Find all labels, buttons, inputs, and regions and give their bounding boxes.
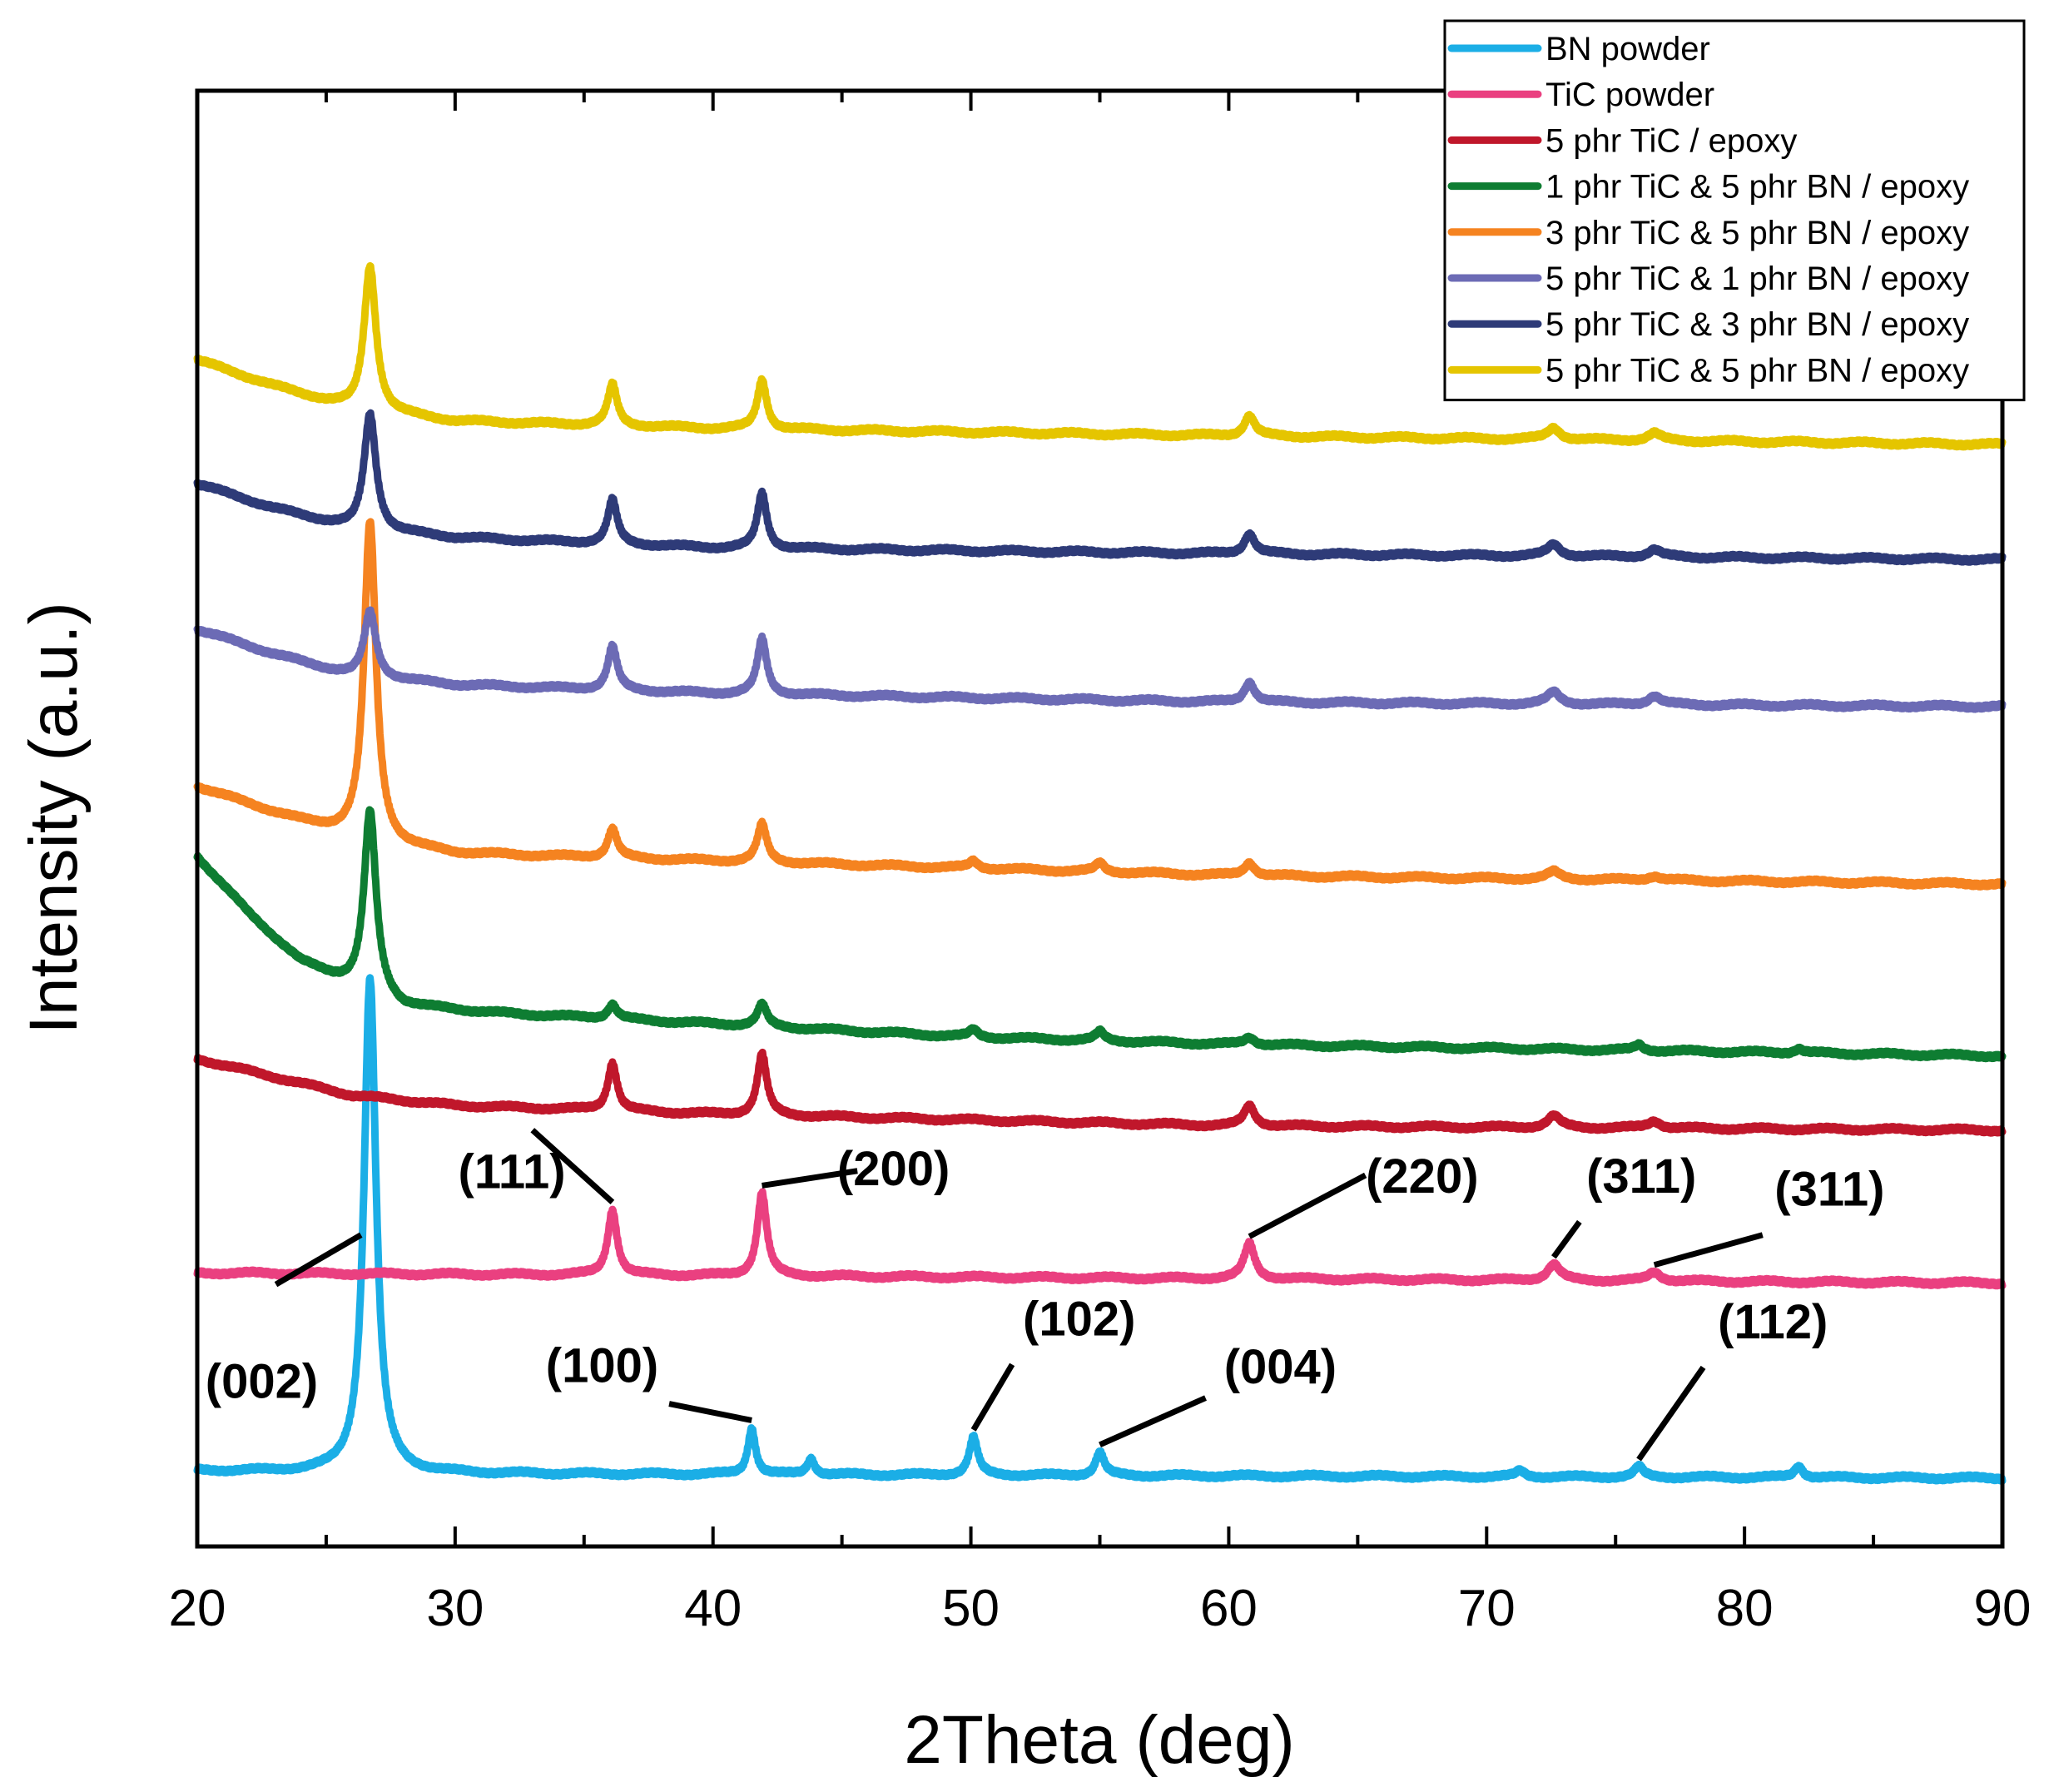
x-axis-title: 2Theta (deg) bbox=[904, 1702, 1295, 1778]
legend-entry-label: TiC powder bbox=[1545, 77, 1714, 113]
peak-annotation-label: (112) bbox=[1718, 1295, 1828, 1349]
legend-entry-label: BN powder bbox=[1545, 31, 1710, 67]
y-axis-title: Intensity (a.u.) bbox=[16, 602, 92, 1035]
x-tick-label: 70 bbox=[1458, 1580, 1516, 1637]
annotation-leader-line bbox=[1248, 1172, 1367, 1239]
annotation-leader-line bbox=[970, 1363, 1015, 1432]
peak-annotation-label: (100) bbox=[546, 1338, 658, 1392]
annotation-leader-line bbox=[1099, 1395, 1207, 1448]
peak-annotation-label: (102) bbox=[1023, 1292, 1135, 1346]
x-tick-label: 40 bbox=[684, 1580, 742, 1637]
x-tick-label: 30 bbox=[426, 1580, 484, 1637]
series-layer bbox=[193, 262, 2007, 1485]
legend-entry-label: 5 phr TiC & 5 phr BN / epoxy bbox=[1545, 352, 1969, 389]
series-line bbox=[193, 974, 2007, 1485]
annotation-leader-line bbox=[274, 1232, 363, 1288]
annotation-layer: (002) (111) (200) (220) (311) (311) (100) (102)… bbox=[206, 1128, 1884, 1462]
annotation-leader-line bbox=[1653, 1232, 1764, 1268]
x-tick-label: 80 bbox=[1716, 1580, 1774, 1637]
peak-annotation-label: (311) bbox=[1586, 1149, 1696, 1204]
annotation-leader-line bbox=[530, 1128, 615, 1205]
series-line bbox=[193, 606, 2007, 713]
peak-annotation-label: (004) bbox=[1224, 1340, 1337, 1394]
tick-layer: 20 30 40 50 60 70 80 90 bbox=[169, 91, 2032, 1637]
peak-annotation-label: (111) bbox=[459, 1145, 566, 1199]
legend-box bbox=[1443, 19, 2026, 402]
series-line bbox=[193, 262, 2007, 451]
x-tick-label: 20 bbox=[169, 1580, 226, 1637]
legend-entry-label: 3 phr TiC & 5 phr BN / epoxy bbox=[1545, 215, 1969, 251]
peak-annotation-label: (220) bbox=[1366, 1149, 1478, 1204]
peak-annotation-label: (200) bbox=[837, 1142, 950, 1196]
peak-annotation-label: (311) bbox=[1774, 1163, 1884, 1217]
series-line bbox=[193, 806, 2007, 1063]
peak-annotation-label: (002) bbox=[206, 1355, 318, 1409]
annotation-leader-line bbox=[762, 1168, 858, 1189]
x-tick-label: 90 bbox=[1974, 1580, 2032, 1637]
series-line bbox=[193, 518, 2007, 891]
legend: BN powder TiC powder 5 phr TiC / epoxy 1 ph… bbox=[1443, 19, 2026, 402]
x-tick-label: 50 bbox=[942, 1580, 1000, 1637]
legend-entry-label: 5 phr TiC & 1 phr BN / epoxy bbox=[1545, 261, 1969, 297]
legend-entry-label: 5 phr TiC / epoxy bbox=[1545, 122, 1797, 159]
annotation-leader-line bbox=[1551, 1219, 1582, 1259]
series-line bbox=[193, 409, 2007, 566]
annotation-leader-line bbox=[668, 1401, 752, 1423]
legend-entry-label: 5 phr TiC & 3 phr BN / epoxy bbox=[1545, 306, 1969, 343]
annotation-leader-line bbox=[1636, 1365, 1706, 1462]
legend-entry-label: 1 phr TiC & 5 phr BN / epoxy bbox=[1545, 169, 1969, 206]
series-line bbox=[193, 1048, 2007, 1137]
series-line bbox=[193, 1188, 2007, 1290]
x-tick-label: 60 bbox=[1200, 1580, 1258, 1637]
